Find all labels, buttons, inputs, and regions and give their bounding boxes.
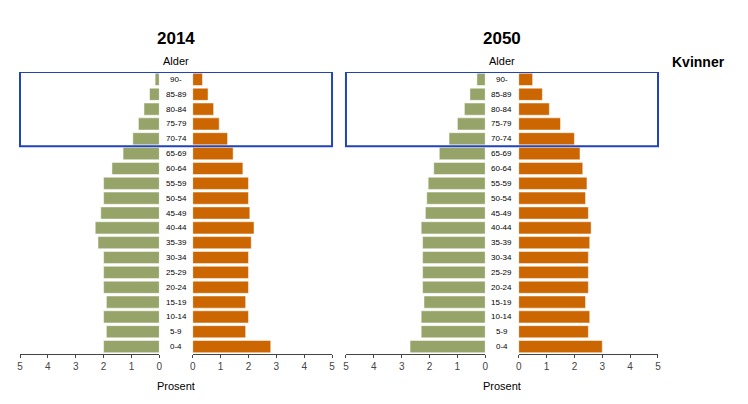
svg-text:85-89: 85-89 <box>491 90 512 99</box>
svg-text:2: 2 <box>246 361 252 372</box>
svg-text:40-44: 40-44 <box>166 223 187 232</box>
svg-text:5: 5 <box>329 361 335 372</box>
svg-text:90-: 90- <box>496 75 508 84</box>
svg-text:45-49: 45-49 <box>166 209 187 218</box>
svg-text:80-84: 80-84 <box>491 105 512 114</box>
svg-text:80-84: 80-84 <box>166 105 187 114</box>
svg-text:2: 2 <box>572 361 578 372</box>
svg-text:20-24: 20-24 <box>166 283 187 292</box>
svg-text:60-64: 60-64 <box>166 164 187 173</box>
svg-text:1: 1 <box>455 361 461 372</box>
svg-text:65-69: 65-69 <box>166 149 187 158</box>
svg-text:1: 1 <box>218 361 224 372</box>
svg-text:5-9: 5-9 <box>170 327 182 336</box>
svg-text:45-49: 45-49 <box>491 209 512 218</box>
svg-text:3: 3 <box>599 361 605 372</box>
svg-text:30-34: 30-34 <box>166 253 187 262</box>
svg-text:10-14: 10-14 <box>166 312 187 321</box>
svg-text:Alder: Alder <box>489 55 515 67</box>
svg-text:0-4: 0-4 <box>170 342 182 351</box>
svg-text:2: 2 <box>427 361 433 372</box>
svg-text:5: 5 <box>343 361 349 372</box>
svg-text:90-: 90- <box>170 75 182 84</box>
svg-text:25-29: 25-29 <box>166 268 187 277</box>
svg-text:2050: 2050 <box>483 29 521 48</box>
svg-text:35-39: 35-39 <box>491 238 512 247</box>
svg-text:3: 3 <box>399 361 405 372</box>
svg-text:55-59: 55-59 <box>491 179 512 188</box>
svg-text:5: 5 <box>655 361 661 372</box>
svg-text:25-29: 25-29 <box>491 268 512 277</box>
svg-text:4: 4 <box>627 361 633 372</box>
svg-text:0: 0 <box>157 361 163 372</box>
svg-text:2014: 2014 <box>157 29 195 48</box>
svg-text:0-4: 0-4 <box>496 342 508 351</box>
svg-text:70-74: 70-74 <box>166 134 187 143</box>
svg-text:50-54: 50-54 <box>166 194 187 203</box>
svg-text:Prosent: Prosent <box>157 380 195 392</box>
svg-text:1: 1 <box>544 361 550 372</box>
svg-text:0: 0 <box>516 361 522 372</box>
svg-text:Alder: Alder <box>163 55 189 67</box>
svg-text:75-79: 75-79 <box>491 119 512 128</box>
svg-text:0: 0 <box>482 361 488 372</box>
svg-text:40-44: 40-44 <box>491 223 512 232</box>
svg-text:5-9: 5-9 <box>496 327 508 336</box>
svg-text:1: 1 <box>129 361 135 372</box>
svg-text:3: 3 <box>274 361 280 372</box>
svg-text:4: 4 <box>301 361 307 372</box>
svg-text:0: 0 <box>190 361 196 372</box>
svg-text:15-19: 15-19 <box>491 298 512 307</box>
svg-text:Prosent: Prosent <box>483 380 521 392</box>
svg-text:5: 5 <box>17 361 23 372</box>
svg-text:20-24: 20-24 <box>491 283 512 292</box>
svg-text:70-74: 70-74 <box>491 134 512 143</box>
svg-text:65-69: 65-69 <box>491 149 512 158</box>
svg-text:15-19: 15-19 <box>166 298 187 307</box>
svg-text:30-34: 30-34 <box>491 253 512 262</box>
svg-text:85-89: 85-89 <box>166 90 187 99</box>
svg-text:55-59: 55-59 <box>166 179 187 188</box>
svg-text:60-64: 60-64 <box>491 164 512 173</box>
svg-text:75-79: 75-79 <box>166 119 187 128</box>
svg-text:Kvinner: Kvinner <box>672 54 725 70</box>
svg-text:10-14: 10-14 <box>491 312 512 321</box>
svg-text:2: 2 <box>101 361 107 372</box>
svg-text:3: 3 <box>73 361 79 372</box>
svg-text:4: 4 <box>45 361 51 372</box>
svg-text:35-39: 35-39 <box>166 238 187 247</box>
svg-text:4: 4 <box>371 361 377 372</box>
svg-text:50-54: 50-54 <box>491 194 512 203</box>
